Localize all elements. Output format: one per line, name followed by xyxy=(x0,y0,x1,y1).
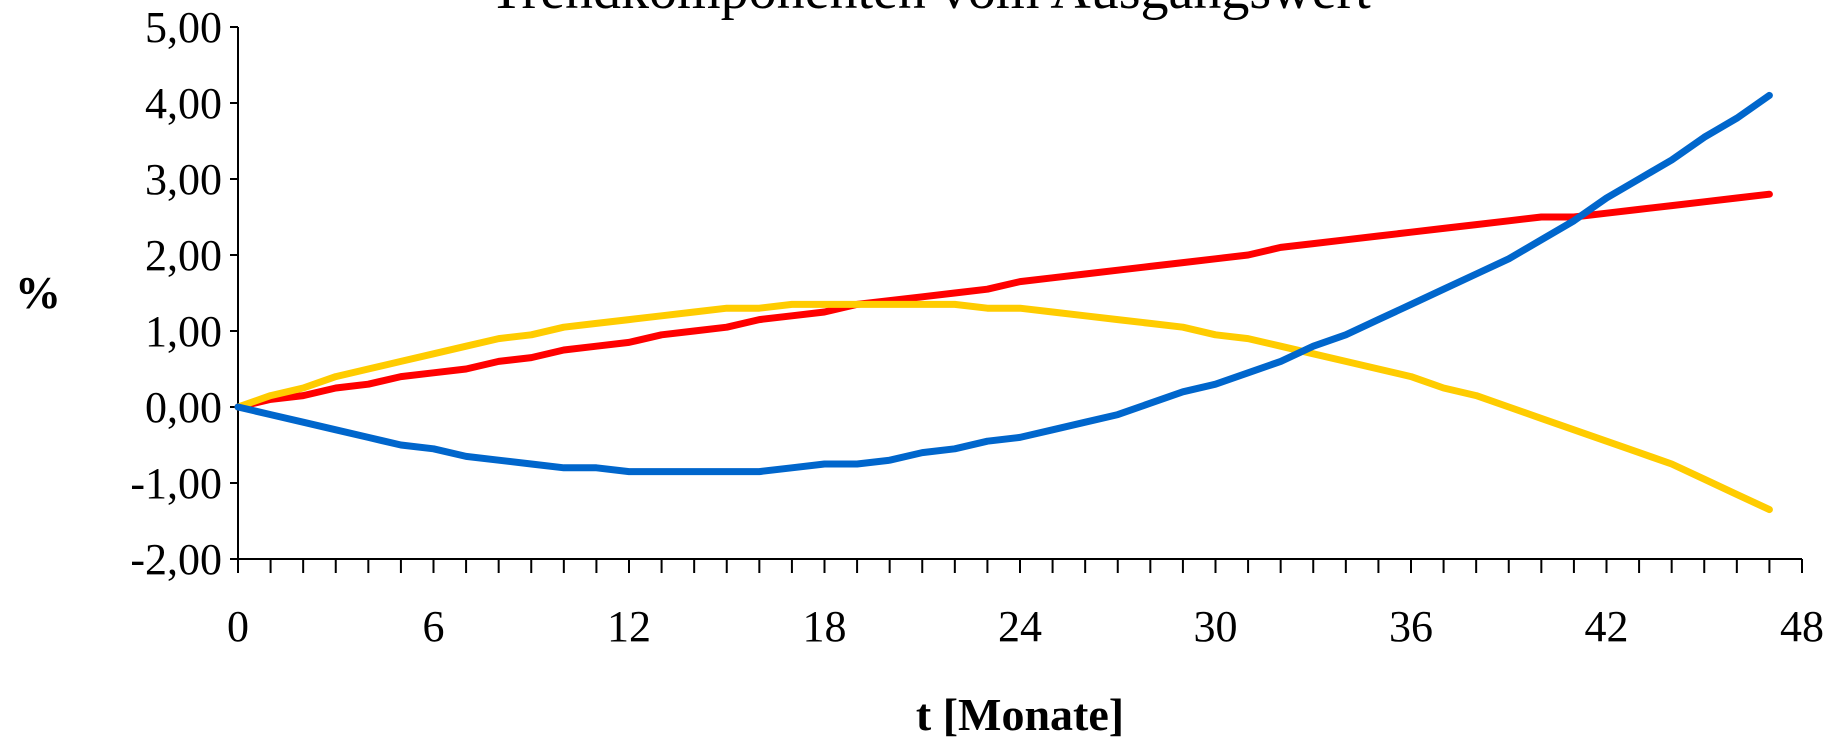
x-tick-label: 6 xyxy=(423,602,445,651)
series-line-3 xyxy=(234,91,1773,476)
x-tick-label: 36 xyxy=(1389,602,1433,651)
x-tick-label: 42 xyxy=(1585,602,1629,651)
y-axis-label: % xyxy=(15,267,61,318)
chart-title: Trendkomponenten vom Ausgangswert xyxy=(489,0,1371,21)
x-tick-label: 30 xyxy=(1194,602,1238,651)
y-tick-label: 0,00 xyxy=(145,383,222,432)
y-tick-label: 5,00 xyxy=(145,3,222,52)
x-tick-label: 0 xyxy=(227,602,249,651)
series-group xyxy=(234,91,1773,514)
series-line-2 xyxy=(234,300,1773,514)
y-axis-ticks: 5,00 4,00 3,00 2,00 1,00 0,00 -1,00 -2,00 xyxy=(130,3,238,584)
x-tick-label: 24 xyxy=(998,602,1042,651)
y-tick-label: 1,00 xyxy=(145,307,222,356)
x-tick-label: 18 xyxy=(803,602,847,651)
x-tick-label: 12 xyxy=(607,602,651,651)
x-axis-label: t [Monate] xyxy=(916,689,1124,739)
y-tick-label: -2,00 xyxy=(130,535,222,584)
y-tick-label: 3,00 xyxy=(145,155,222,204)
series-line-1 xyxy=(234,190,1773,411)
y-tick-label: -1,00 xyxy=(130,459,222,508)
x-axis-ticks: 0 6 12 18 24 30 36 42 48 xyxy=(227,559,1823,651)
y-tick-label: 4,00 xyxy=(145,79,222,128)
y-tick-label: 2,00 xyxy=(145,231,222,280)
x-tick-label: 48 xyxy=(1780,602,1823,651)
